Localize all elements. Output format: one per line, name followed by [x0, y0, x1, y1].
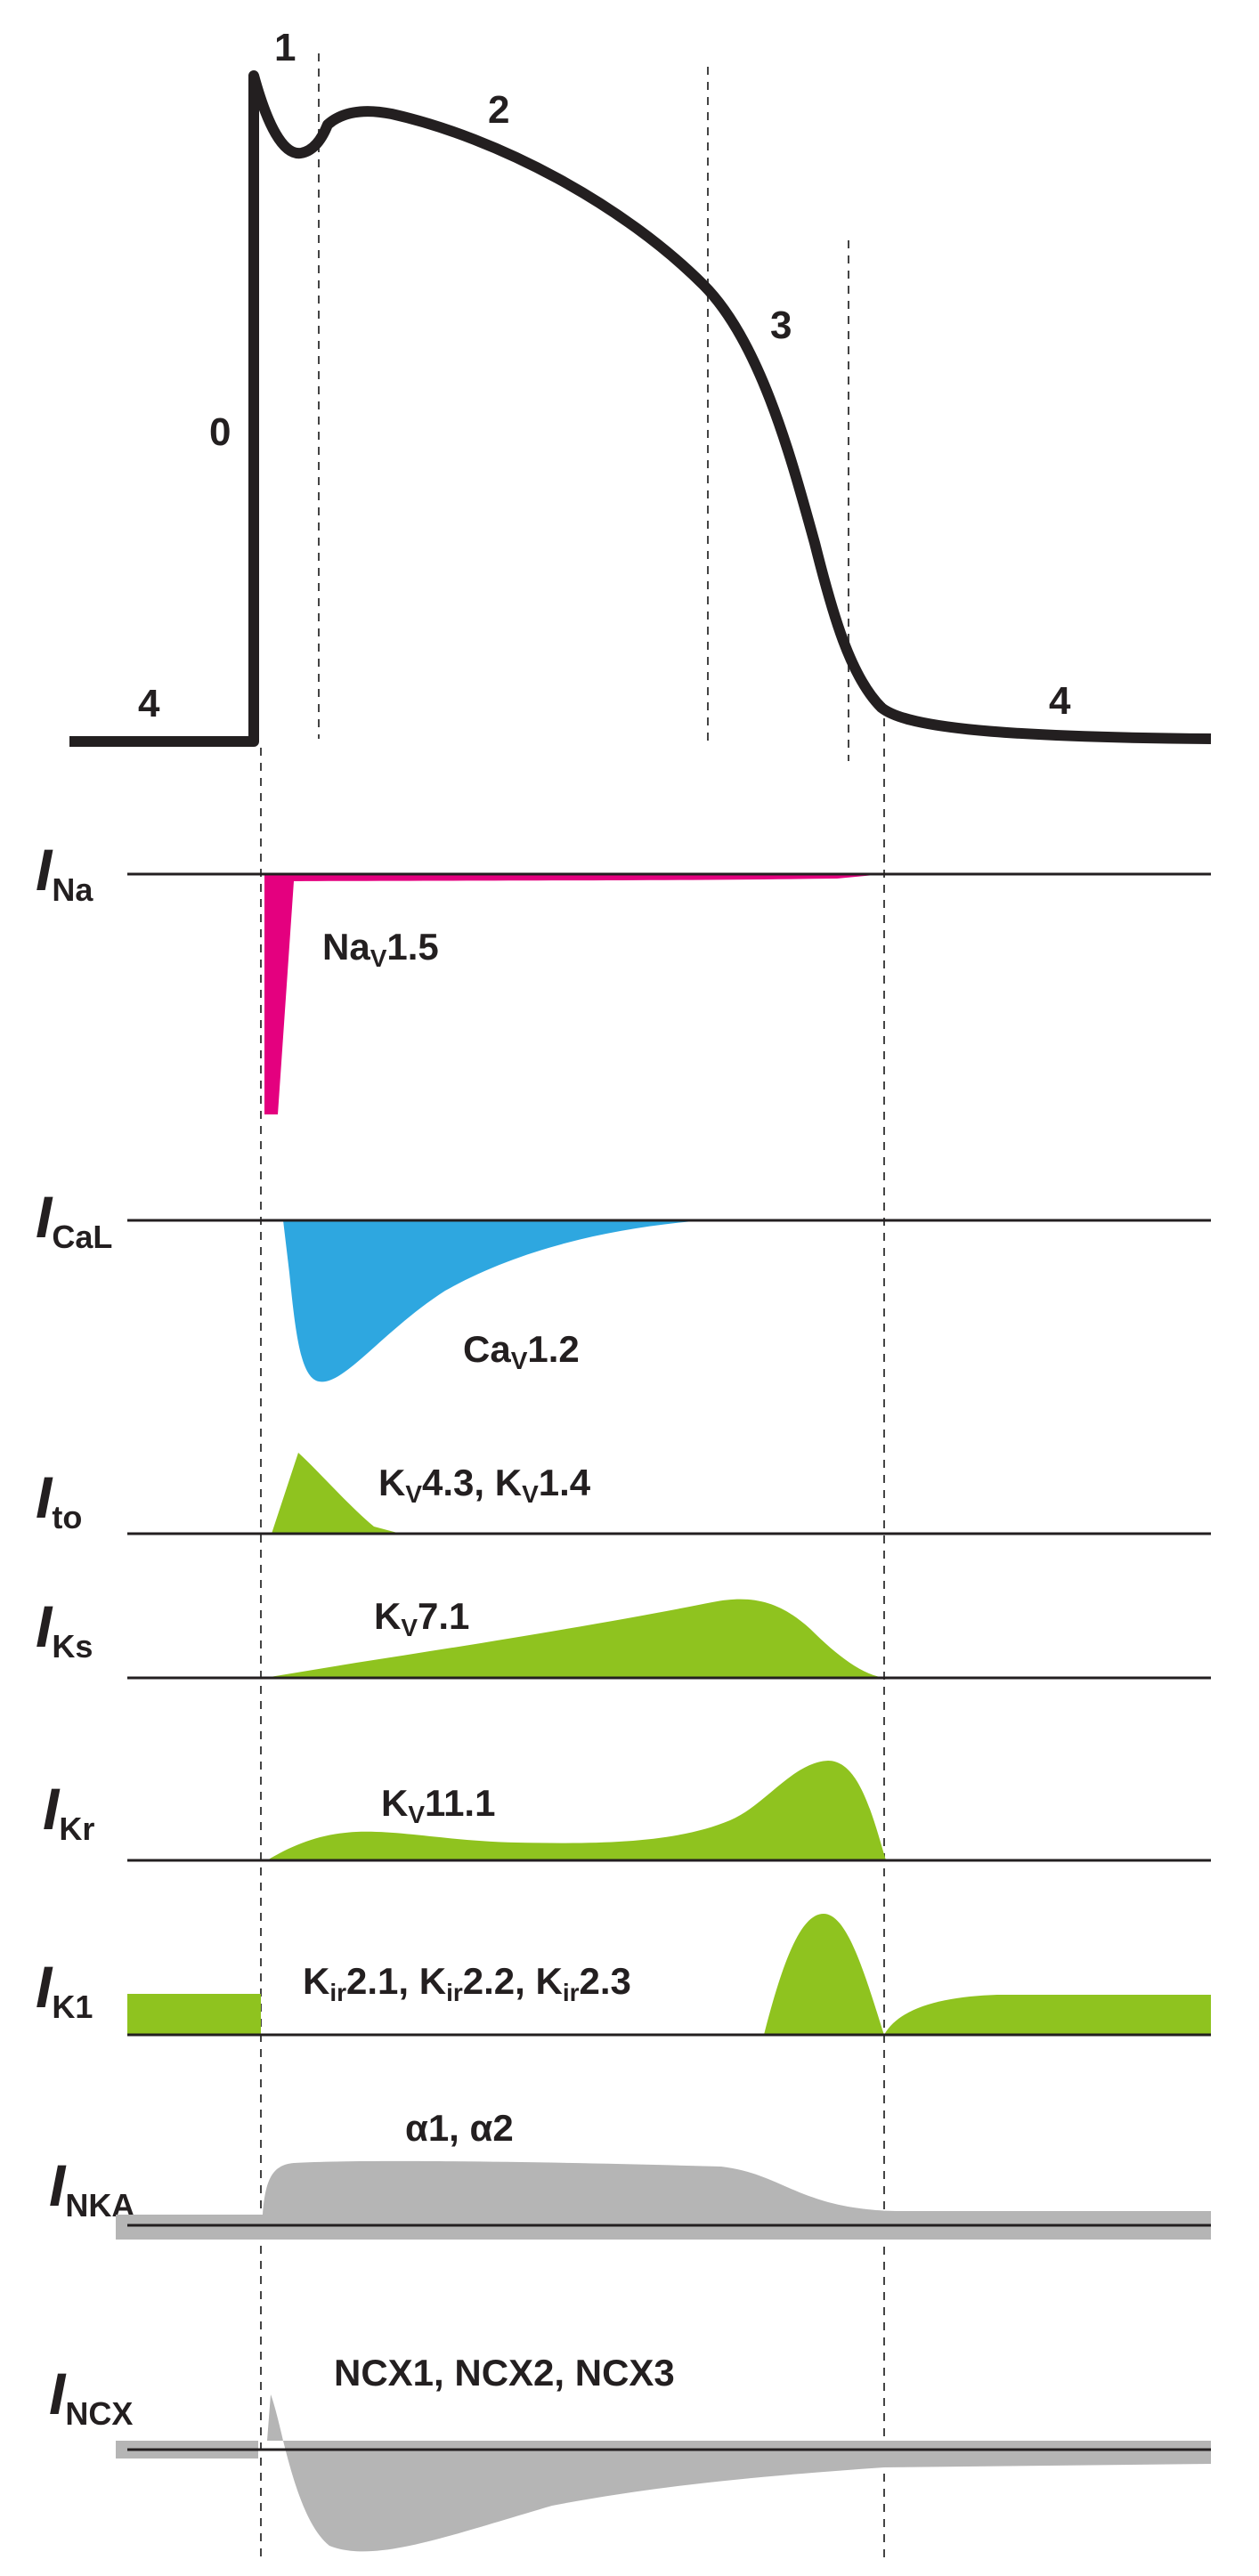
channel-label-k1-part: ir — [446, 1979, 463, 2006]
current-na: INa NaV1.5 — [36, 837, 1211, 1114]
current-nka: INKA α1, α2 — [49, 2107, 1211, 2240]
current-label-kr: IKr — [43, 1776, 94, 1847]
channel-label-cal: CaV1.2 — [463, 1328, 580, 1374]
cal-current-trace — [283, 1220, 703, 1382]
current-cal: ICaL CaV1.2 — [36, 1184, 1211, 1382]
k1-resting-current-right — [884, 1995, 1211, 2035]
k1-resting-current-left — [127, 1994, 261, 2035]
to-current-trace — [272, 1453, 401, 1534]
current-label-k1: IK1 — [36, 1954, 93, 2025]
phase-label-0: 0 — [209, 410, 231, 454]
phase-label-2: 2 — [488, 88, 509, 132]
current-k1: IK1 Kir2.1, Kir2.2, Kir2.3 — [36, 1914, 1211, 2037]
current-label-cal: ICaL — [36, 1184, 112, 1255]
na-current-trace — [264, 874, 884, 1114]
phase-label-1: 1 — [274, 26, 296, 69]
channel-label-to-part: 1.4 — [539, 1462, 591, 1503]
channel-label-ks: KV7.1 — [374, 1595, 469, 1641]
current-to: Ito KV4.3, KV1.4 — [36, 1453, 1211, 1535]
channel-label-ks-part: V — [401, 1614, 418, 1641]
channel-label-k1-part: 2.1, K — [346, 1960, 446, 2002]
channel-label-na-part: 1.5 — [386, 926, 438, 968]
current-label-ncx: INCX — [49, 2361, 133, 2432]
channel-label-ncx: NCX1, NCX2, NCX3 — [334, 2352, 675, 2394]
channel-label-kr-part: 11.1 — [425, 1782, 495, 1824]
channel-label-to-part: V — [522, 1480, 539, 1508]
kr-current-trace — [267, 1761, 886, 1860]
channel-label-to: KV4.3, KV1.4 — [378, 1462, 591, 1508]
ncx-inward-current — [283, 2441, 1211, 2552]
channel-label-ks-part: K — [374, 1595, 401, 1637]
channel-label-na-part: Na — [322, 926, 370, 968]
channel-label-to-part: K — [378, 1462, 405, 1503]
channel-label-k1-part: ir — [329, 1979, 346, 2006]
channel-label-k1-part: 2.2, K — [463, 1960, 563, 2002]
current-kr: IKr KV11.1 — [43, 1761, 1211, 1862]
channel-label-na: NaV1.5 — [322, 926, 439, 972]
current-label-to: Ito — [36, 1464, 82, 1535]
channel-label-to-part: V — [405, 1480, 422, 1508]
ks-current-trace — [264, 1599, 886, 1678]
current-label-ks: IKs — [36, 1593, 93, 1665]
phase-label-4-left: 4 — [138, 682, 160, 725]
channel-label-k1-part: K — [303, 1960, 329, 2002]
channel-label-kr: KV11.1 — [381, 1782, 495, 1828]
channel-label-k1-part: 2.3 — [580, 1960, 631, 2002]
current-label-na: INa — [36, 837, 93, 908]
channel-label-kr-part: V — [408, 1801, 425, 1828]
channel-label-cal-part: Ca — [463, 1328, 511, 1370]
channel-label-k1: Kir2.1, Kir2.2, Kir2.3 — [303, 1960, 631, 2006]
phase-label-4-right: 4 — [1049, 679, 1071, 723]
channel-label-nka-part: α1, α2 — [405, 2107, 514, 2149]
action-potential-trace — [69, 70, 1212, 747]
ncx-outward-spike — [267, 2394, 283, 2441]
channel-label-kr-part: K — [381, 1782, 408, 1824]
channel-label-na-part: V — [370, 944, 387, 972]
channel-label-to-part: 4.3, K — [422, 1462, 522, 1503]
current-ks: IKs KV7.1 — [36, 1593, 1211, 1680]
k1-phase3-peak — [764, 1914, 884, 2035]
phase-label-3: 3 — [770, 304, 792, 347]
channel-label-ks-part: 7.1 — [418, 1595, 469, 1637]
channel-label-cal-part: V — [511, 1347, 528, 1374]
channel-label-ncx-part: NCX1, NCX2, NCX3 — [334, 2352, 675, 2394]
current-ncx: INCX NCX1, NCX2, NCX3 — [49, 2352, 1211, 2552]
channel-label-k1-part: ir — [563, 1979, 580, 2006]
channel-label-cal-part: 1.2 — [527, 1328, 579, 1370]
channel-label-nka: α1, α2 — [405, 2107, 514, 2149]
current-label-nka: INKA — [49, 2152, 134, 2224]
nka-current-trace — [116, 2160, 1211, 2240]
phase-guide-lines — [260, 53, 885, 2564]
